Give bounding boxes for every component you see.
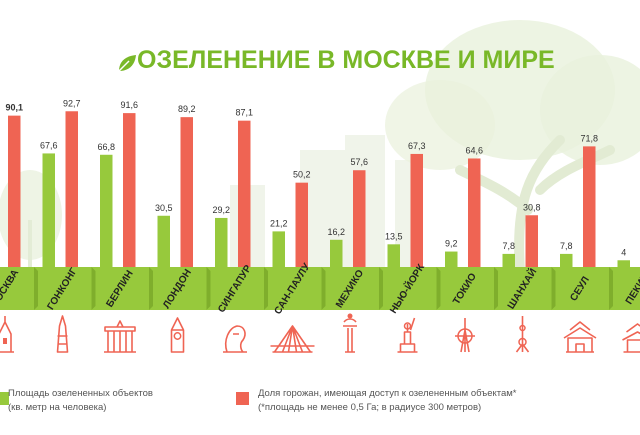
tree-crown	[540, 55, 640, 165]
value-label-green-5: 21,2	[270, 218, 288, 228]
ribbon-separator	[206, 267, 211, 310]
value-label-red-6: 57,6	[350, 157, 368, 167]
bar-green-3	[157, 215, 170, 267]
bar-red-8	[468, 158, 481, 267]
legend-swatch-red	[236, 392, 249, 405]
value-label-red-5: 50,2	[293, 170, 311, 180]
oriental-pearl-tower-icon	[515, 316, 530, 353]
value-label-red-0: 90,1	[5, 103, 23, 113]
bars: 690,167,692,766,891,630,589,229,287,121,…	[5, 98, 630, 267]
bar-red-2	[123, 113, 136, 267]
ribbon-separator	[34, 267, 38, 310]
legend-red-line1: Доля горожан, имеющая доступ к озелененн…	[258, 388, 517, 399]
temple-icon	[622, 323, 640, 353]
value-label-green-4: 29,2	[212, 205, 230, 215]
angel-column-icon	[343, 313, 357, 353]
merlion-icon	[223, 325, 247, 353]
hong-kong-tower-icon	[56, 315, 69, 353]
ribbon-separator	[149, 267, 153, 310]
value-label-red-2: 91,6	[120, 100, 138, 110]
value-label-green-8: 9,2	[445, 239, 458, 249]
leaf-icon	[118, 55, 136, 72]
bar-green-1	[42, 153, 55, 267]
value-label-green-10: 7,8	[560, 241, 573, 251]
ribbon-separator	[436, 267, 441, 310]
ribbon-separator	[321, 267, 326, 310]
bar-green-5	[272, 231, 285, 267]
bar-green-2	[100, 154, 113, 267]
legend-red-line2: (*площадь не менее 0,5 Га; в радиусе 300…	[258, 402, 482, 413]
value-label-green-1: 67,6	[40, 140, 58, 150]
ribbon-separator	[494, 267, 498, 310]
bar-red-10	[583, 146, 596, 267]
ribbon-separator	[551, 267, 556, 310]
value-label-green-2: 66,8	[97, 142, 115, 152]
statue-of-liberty-icon	[397, 317, 418, 353]
value-label-red-10: 71,8	[580, 133, 598, 143]
bar-red-3	[180, 117, 193, 267]
bar-green-9	[502, 253, 515, 267]
chart-title: ОЗЕЛЕНЕНИЕ В МОСКВЕ И МИРЕ	[137, 46, 555, 74]
tree-crown	[385, 80, 495, 170]
value-label-green-7: 13,5	[385, 231, 403, 241]
legend-swatch-green	[0, 392, 9, 405]
bar-red-9	[525, 215, 538, 267]
value-label-green-11: 4	[621, 247, 626, 257]
big-ben-icon	[170, 317, 185, 353]
bar-red-6	[353, 170, 366, 267]
value-label-green-6: 16,2	[327, 227, 345, 237]
namdaemun-gate-icon	[563, 321, 597, 353]
ribbon-separator	[609, 267, 613, 310]
ribbon-separator	[379, 267, 383, 310]
bar-red-1	[65, 111, 78, 267]
brandenburg-gate-icon	[104, 320, 136, 353]
bar-green-6	[330, 239, 343, 267]
value-label-red-1: 92,7	[63, 98, 81, 108]
bar-green-10	[560, 253, 573, 267]
bar-red-5	[295, 182, 308, 267]
kremlin-tower-icon	[0, 316, 14, 353]
bar-green-4	[215, 217, 228, 267]
value-label-red-8: 64,6	[465, 145, 483, 155]
ribbon-separator	[91, 267, 96, 310]
bar-green-11	[617, 260, 630, 267]
ribbon-band	[0, 267, 640, 310]
bar-red-0	[8, 115, 21, 267]
tree-trunk	[455, 135, 615, 275]
bar-red-4	[238, 120, 251, 267]
bar-red-7	[410, 153, 423, 267]
legend-green-line1: Площадь озелененных объектов	[8, 388, 153, 399]
bar-green-7	[387, 244, 400, 267]
tokyo-tower-icon	[455, 318, 475, 353]
city-ribbon: МОСКВА ГОНКОНГ БЕРЛИН ЛОНДОН СИНГАПУР САН-ПАУ…	[0, 261, 640, 317]
value-label-red-9: 30,8	[523, 202, 541, 212]
bar-green-8	[445, 251, 458, 267]
value-label-red-3: 89,2	[178, 104, 196, 114]
bridge-icon	[270, 325, 315, 353]
value-label-green-9: 7,8	[502, 241, 515, 251]
value-label-red-7: 67,3	[408, 141, 426, 151]
legend-green-line2: (кв. метр на человека)	[8, 402, 107, 413]
landmark-icons	[0, 313, 640, 353]
ribbon-separator	[264, 267, 268, 310]
value-label-green-3: 30,5	[155, 203, 173, 213]
value-label-red-4: 87,1	[235, 108, 253, 118]
background-illustration	[0, 20, 640, 275]
